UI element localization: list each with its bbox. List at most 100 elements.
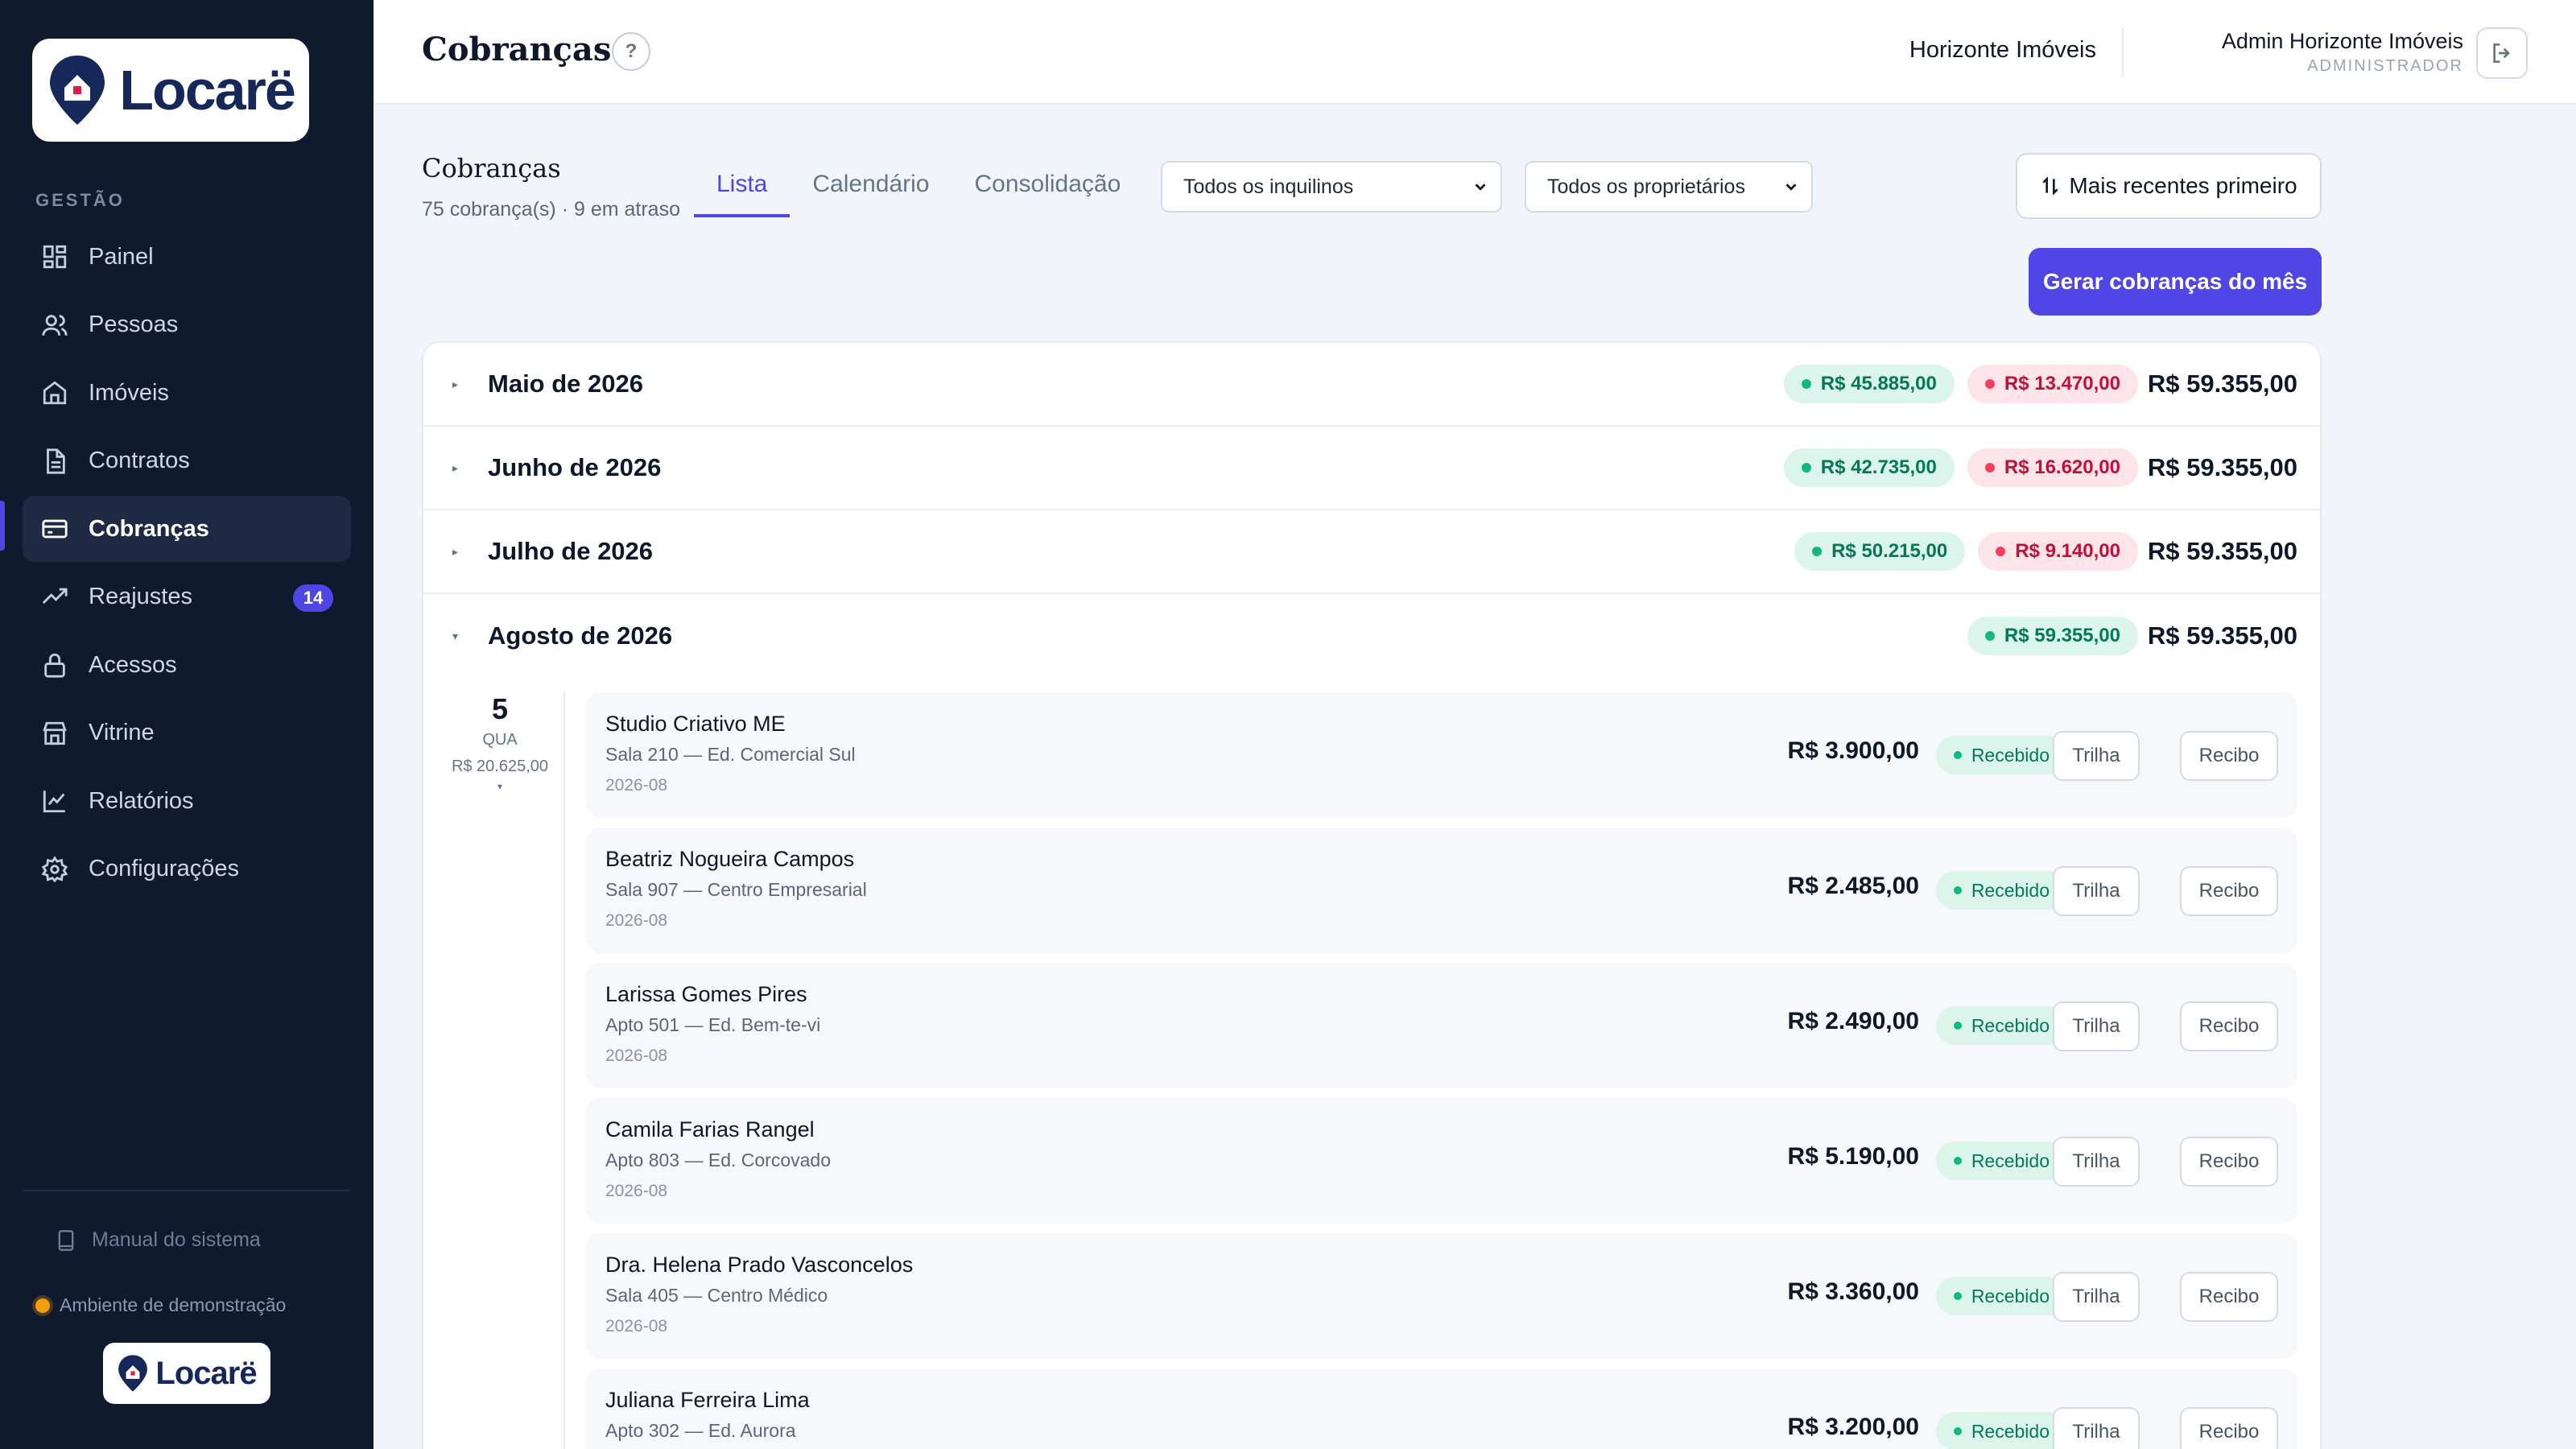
sidebar-item-acessos[interactable]: Acessos	[23, 632, 351, 698]
tenant-name: Juliana Ferreira Lima	[605, 1388, 810, 1412]
day-group-header[interactable]: 5 QUA R$ 20.625,00 ▾	[440, 692, 560, 792]
house-pin-icon	[47, 54, 108, 126]
sidebar-item-imoveis[interactable]: Imóveis	[23, 360, 351, 426]
tab-lista[interactable]: Lista	[694, 161, 791, 217]
receipt-button[interactable]: Recibo	[2180, 866, 2278, 916]
chevron-right-icon: ▸	[452, 544, 459, 558]
topbar-divider	[2122, 27, 2124, 77]
owner-filter-select[interactable]: Todos os proprietários	[1525, 161, 1813, 213]
overdue-amount-pill: R$ 9.140,00	[1978, 532, 2138, 571]
sidebar-item-label: Relatórios	[89, 787, 194, 814]
brand-logo[interactable]: Locarë	[32, 39, 309, 142]
trail-button[interactable]: Trilha	[2053, 866, 2140, 916]
organization-name[interactable]: Horizonte Imóveis	[1909, 37, 2096, 63]
page-title: Cobranças	[422, 31, 612, 68]
charge-amount: R$ 3.200,00	[1787, 1414, 1919, 1440]
charge-item[interactable]: Larissa Gomes Pires Apto 501 — Ed. Bem-t…	[586, 963, 2297, 1088]
month-name: Julho de 2026	[488, 537, 654, 565]
status-label: Recebido	[1971, 1150, 2050, 1171]
active-indicator	[0, 501, 5, 551]
charges-summary: 75 cobrança(s) · 9 em atraso	[422, 198, 680, 221]
tab-calendario[interactable]: Calendário	[812, 171, 930, 197]
sidebar-item-vitrine[interactable]: Vitrine	[23, 700, 351, 766]
sidebar-item-painel[interactable]: Painel	[23, 224, 351, 290]
sidebar: Locarë GESTÃO Painel Pessoas Imóveis Con…	[0, 0, 374, 1449]
status-dot	[1953, 886, 1962, 894]
demo-environment-indicator: Ambiente de demonstração	[35, 1294, 286, 1316]
property-unit: Sala 405 — Centro Médico	[605, 1285, 828, 1306]
user-role: ADMINISTRADOR	[2307, 57, 2463, 75]
month-status-pills: R$ 59.355,00	[1967, 617, 2138, 655]
section-label-gestao: GESTÃO	[35, 190, 125, 210]
sidebar-item-label: Imóveis	[89, 379, 169, 406]
sidebar-item-label: Cobranças	[89, 515, 209, 542]
chart-icon	[40, 786, 69, 815]
store-icon	[40, 719, 69, 748]
receipt-button[interactable]: Recibo	[2180, 1407, 2278, 1449]
charge-item[interactable]: Beatriz Nogueira Campos Sala 907 — Centr…	[586, 828, 2297, 953]
section-title: Cobranças	[422, 153, 561, 184]
tab-consolidacao[interactable]: Consolidação	[974, 171, 1121, 197]
status-dot	[1953, 1157, 1962, 1165]
received-amount-pill: R$ 50.215,00	[1794, 532, 1966, 571]
charge-item[interactable]: Juliana Ferreira Lima Apto 302 — Ed. Aur…	[586, 1368, 2297, 1449]
view-tabs: Lista Calendário Consolidação	[694, 161, 1143, 217]
status-dot	[1953, 751, 1962, 759]
month-status-pills: R$ 42.735,00 R$ 16.620,00	[1783, 448, 2138, 487]
trail-button[interactable]: Trilha	[2053, 1137, 2140, 1187]
charge-item[interactable]: Camila Farias Rangel Apto 803 — Ed. Corc…	[586, 1098, 2297, 1224]
month-total: R$ 59.355,00	[2147, 369, 2297, 398]
received-dot	[1812, 547, 1823, 556]
tenant-name: Studio Criativo ME	[605, 712, 786, 736]
trending-up-icon	[40, 583, 69, 612]
grid-icon	[40, 242, 69, 271]
receipt-button[interactable]: Recibo	[2180, 1001, 2278, 1051]
sort-arrows-icon	[2042, 176, 2058, 196]
sidebar-item-reajustes[interactable]: Reajustes 14	[23, 564, 351, 630]
status-dot	[1953, 1022, 1962, 1030]
trail-button[interactable]: Trilha	[2053, 1272, 2140, 1322]
trail-button[interactable]: Trilha	[2053, 731, 2140, 781]
property-unit: Sala 210 — Ed. Comercial Sul	[605, 744, 856, 765]
status-badge: Recebido	[1935, 1006, 2067, 1045]
month-row-junho[interactable]: ▸ Junho de 2026 R$ 42.735,00 R$ 16.620,0…	[423, 427, 2320, 510]
month-status-pills: R$ 45.885,00 R$ 13.470,00	[1783, 365, 2138, 403]
charge-reference: 2026-08	[605, 1317, 668, 1335]
user-name: Admin Horizonte Imóveis	[2221, 29, 2463, 53]
sidebar-item-cobrancas[interactable]: Cobranças	[23, 496, 351, 562]
charge-reference: 2026-08	[605, 1182, 668, 1200]
sort-button[interactable]: Mais recentes primeiro	[2016, 153, 2322, 219]
trail-button[interactable]: Trilha	[2053, 1001, 2140, 1051]
receipt-button[interactable]: Recibo	[2180, 1272, 2278, 1322]
sidebar-item-pessoas[interactable]: Pessoas	[23, 292, 351, 358]
charge-amount: R$ 2.485,00	[1787, 873, 1919, 899]
chevron-down-icon	[1785, 184, 1797, 191]
month-row-agosto[interactable]: ▾ Agosto de 2026 R$ 59.355,00 R$ 59.355,…	[423, 594, 2320, 678]
charge-item[interactable]: Dra. Helena Prado Vasconcelos Sala 405 —…	[586, 1233, 2297, 1359]
month-total: R$ 59.355,00	[2147, 621, 2297, 650]
charge-item[interactable]: Studio Criativo ME Sala 210 — Ed. Comerc…	[586, 692, 2297, 818]
sidebar-item-contratos[interactable]: Contratos	[23, 428, 351, 494]
month-row-julho[interactable]: ▸ Julho de 2026 R$ 50.215,00 R$ 9.140,00…	[423, 510, 2320, 594]
receipt-button[interactable]: Recibo	[2180, 1137, 2278, 1187]
manual-link[interactable]: Manual do sistema	[55, 1228, 261, 1252]
receipt-button[interactable]: Recibo	[2180, 731, 2278, 781]
status-dot	[1953, 1292, 1962, 1300]
charges-list-card: ▸ Maio de 2026 R$ 45.885,00 R$ 13.470,00…	[422, 341, 2322, 1449]
trail-button[interactable]: Trilha	[2053, 1407, 2140, 1449]
tenant-filter-select[interactable]: Todos os inquilinos	[1161, 161, 1502, 213]
day-total: R$ 20.625,00	[451, 758, 549, 775]
sidebar-item-configuracoes[interactable]: Configurações	[23, 836, 351, 902]
overdue-dot	[1984, 379, 1995, 389]
generate-charges-button[interactable]: Gerar cobranças do mês	[2029, 248, 2322, 316]
sidebar-item-relatorios[interactable]: Relatórios	[23, 768, 351, 834]
chevron-right-icon: ▸	[452, 460, 459, 474]
tenant-name: Larissa Gomes Pires	[605, 982, 807, 1006]
sidebar-item-label: Configurações	[89, 856, 239, 881]
credit-card-icon	[40, 514, 69, 543]
month-row-maio[interactable]: ▸ Maio de 2026 R$ 45.885,00 R$ 13.470,00…	[423, 343, 2320, 427]
logout-button[interactable]	[2476, 27, 2528, 79]
demo-status-dot	[35, 1298, 50, 1313]
demo-label: Ambiente de demonstração	[60, 1294, 287, 1315]
help-button[interactable]: ?	[612, 32, 650, 71]
